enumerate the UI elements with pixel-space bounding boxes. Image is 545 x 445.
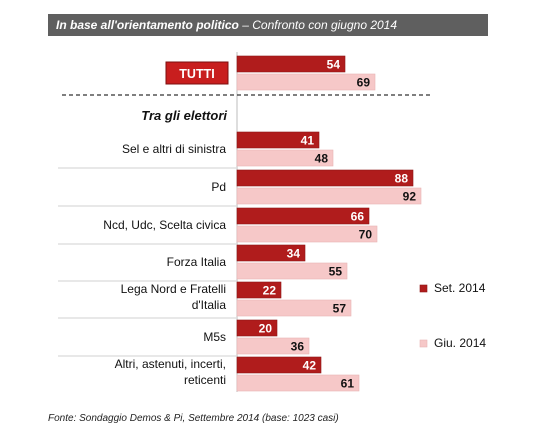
tutti-value-giu: 69 bbox=[357, 76, 371, 90]
group-heading: Tra gli elettori bbox=[141, 108, 227, 123]
row-2-bar-giu bbox=[236, 225, 378, 243]
row-3-value-giu: 55 bbox=[329, 265, 343, 279]
row-0-bar-giu bbox=[236, 149, 334, 167]
row-1-value-set: 88 bbox=[395, 172, 409, 186]
legend-swatch-giu bbox=[419, 339, 428, 348]
chart-header: In base all'orientamento politico – Conf… bbox=[48, 14, 488, 36]
row-3-bar-set bbox=[236, 244, 306, 262]
category-label-4-line2: d'Italia bbox=[192, 298, 227, 312]
category-label-1: Pd bbox=[211, 180, 226, 194]
row-6-value-giu: 61 bbox=[341, 377, 355, 391]
row-0-value-set: 41 bbox=[301, 134, 315, 148]
row-4-value-set: 22 bbox=[263, 284, 277, 298]
legend-label-set: Set. 2014 bbox=[434, 281, 486, 295]
row-1-value-giu: 92 bbox=[403, 190, 417, 204]
row-3-bar-giu bbox=[236, 262, 348, 280]
chart-title: In base all'orientamento politico bbox=[56, 18, 239, 32]
tutti-value-set: 54 bbox=[327, 58, 341, 72]
category-label-4-line1: Lega Nord e Fratelli bbox=[121, 282, 226, 296]
row-2-value-giu: 70 bbox=[359, 228, 373, 242]
row-3-value-set: 34 bbox=[287, 247, 301, 261]
row-6-value-set: 42 bbox=[303, 359, 317, 373]
row-2-value-set: 66 bbox=[351, 210, 365, 224]
legend-swatch-set bbox=[419, 284, 428, 293]
tutti-bar-giu bbox=[236, 73, 376, 91]
tutti-label-box bbox=[165, 61, 229, 85]
category-label-2: Ncd, Udc, Scelta civica bbox=[103, 218, 226, 232]
row-5-bar-set bbox=[236, 319, 278, 337]
category-label-6-line1: Altri, astenuti, incerti, bbox=[115, 357, 226, 371]
row-4-bar-giu bbox=[236, 299, 352, 317]
row-6-bar-giu bbox=[236, 374, 360, 392]
category-label-3: Forza Italia bbox=[167, 255, 227, 269]
row-1-bar-set bbox=[236, 169, 414, 187]
row-1-bar-giu bbox=[236, 187, 422, 205]
source-note: Fonte: Sondaggio Demos & Pi, Settembre 2… bbox=[48, 413, 339, 424]
category-label-6-line2: reticenti bbox=[184, 373, 226, 387]
row-4-bar-set bbox=[236, 281, 282, 299]
row-2-bar-set bbox=[236, 207, 370, 225]
row-0-bar-set bbox=[236, 131, 320, 149]
row-6-bar-set bbox=[236, 356, 322, 374]
tutti-label: TUTTI bbox=[179, 67, 214, 81]
tutti-bar-set bbox=[236, 55, 346, 73]
row-4-value-giu: 57 bbox=[333, 302, 347, 316]
legend-label-giu: Giu. 2014 bbox=[434, 336, 486, 350]
category-label-5: M5s bbox=[203, 330, 226, 344]
chart-subtitle: – Confronto con giugno 2014 bbox=[242, 18, 398, 32]
category-label-0: Sel e altri di sinistra bbox=[122, 142, 226, 156]
row-5-value-giu: 36 bbox=[291, 340, 305, 354]
row-5-value-set: 20 bbox=[259, 322, 273, 336]
row-5-bar-giu bbox=[236, 337, 310, 355]
row-0-value-giu: 48 bbox=[315, 152, 329, 166]
